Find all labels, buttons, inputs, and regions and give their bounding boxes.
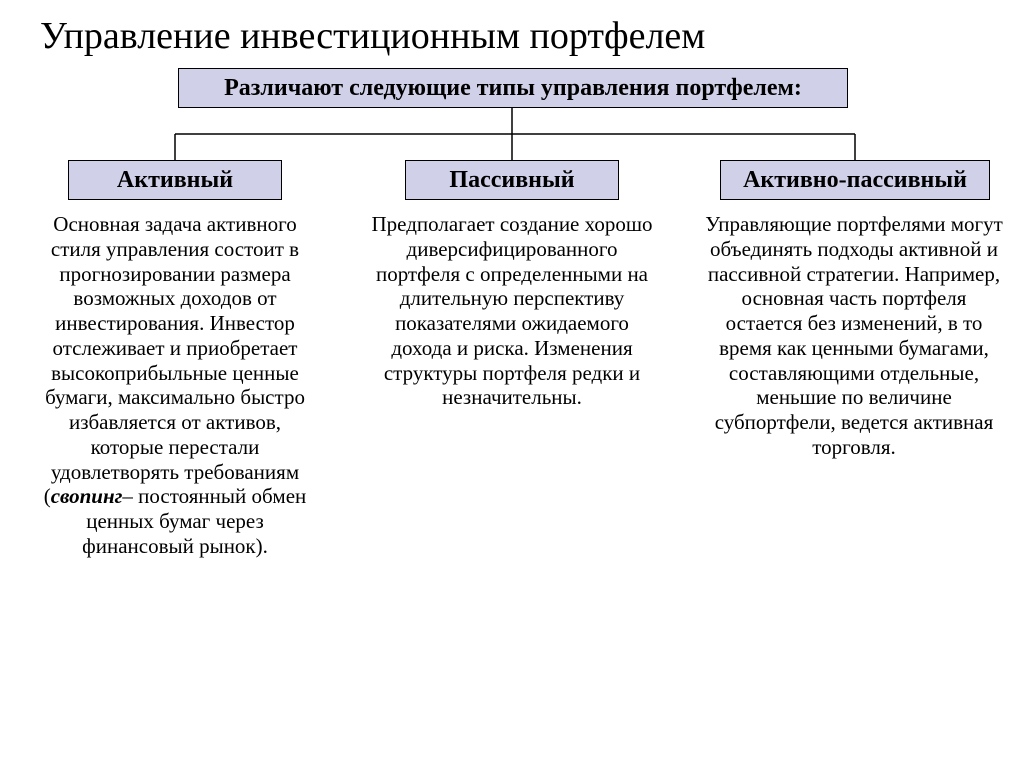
type-desc-2: Управляющие портфелями могут объединять … [702, 212, 1006, 460]
root-label: Различают следующие типы управления порт… [224, 75, 802, 102]
type-desc-0: Основная задача активного стиля управлен… [40, 212, 310, 559]
type-label: Активный [117, 167, 233, 194]
root-box: Различают следующие типы управления порт… [178, 68, 848, 108]
type-label: Активно-пассивный [743, 167, 967, 194]
type-label: Пассивный [449, 167, 574, 194]
type-desc-1: Предполагает создание хорошо диверсифици… [370, 212, 654, 410]
type-box-0: Активный [68, 160, 282, 200]
type-box-1: Пассивный [405, 160, 619, 200]
type-box-2: Активно-пассивный [720, 160, 990, 200]
page-title: Управление инвестиционным портфелем [0, 0, 1024, 68]
